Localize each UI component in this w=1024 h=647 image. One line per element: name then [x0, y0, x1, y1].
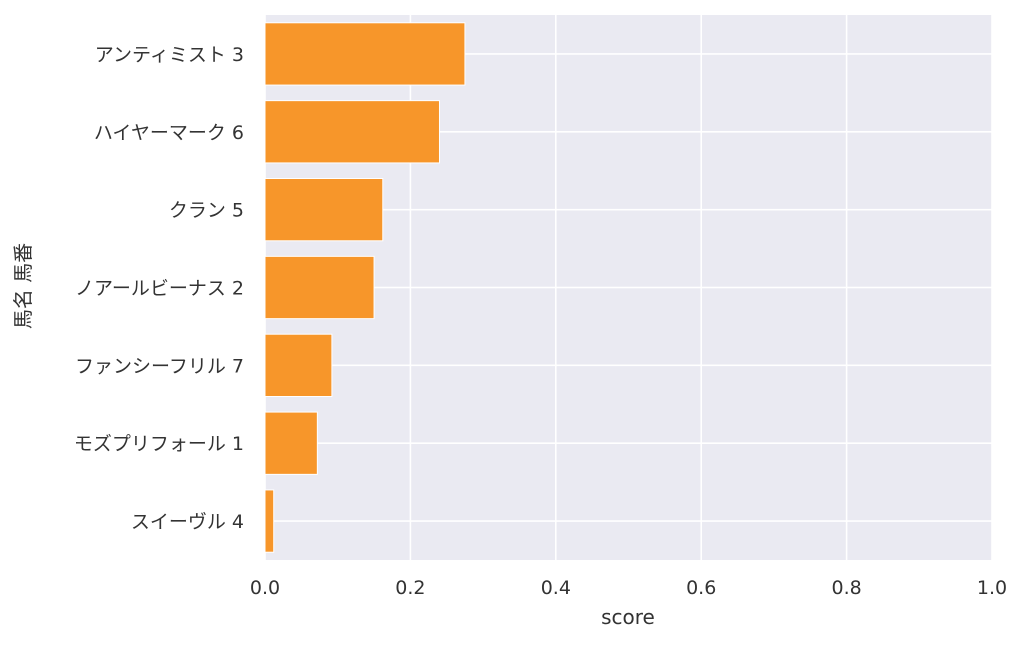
y-tick-label: ハイヤーマーク 6: [94, 122, 244, 144]
bar: [264, 255, 375, 320]
y-tick-label: モズプリフォール 1: [74, 433, 244, 455]
y-tick-label: ノアールビーナス 2: [75, 278, 244, 300]
y-tick-labels: アンティミスト 3 ハイヤーマーク 6 クラン 5 ノアールビーナス 2 ファンシーフリ…: [74, 44, 244, 533]
x-tick-label: 0.8: [831, 577, 861, 599]
bar: [264, 489, 275, 553]
x-tick-label: 0.6: [686, 577, 716, 599]
bar: [264, 22, 466, 86]
x-tick-label: 0.2: [395, 577, 425, 599]
x-tick-label: 1.0: [977, 577, 1007, 599]
x-tick-labels: 0.0 0.2 0.4 0.6 0.8 1.0: [250, 577, 1007, 599]
bar: [264, 100, 440, 164]
bar: [264, 411, 318, 475]
y-tick-label: ファンシーフリル 7: [75, 355, 244, 377]
bar: [264, 178, 384, 242]
y-tick-label: スイーヴル 4: [131, 511, 244, 533]
x-axis-label: score: [601, 605, 655, 629]
x-tick-label: 0.4: [541, 577, 571, 599]
bar: [264, 333, 333, 398]
y-axis-label: 馬名 馬番: [11, 243, 35, 329]
y-tick-label: アンティミスト 3: [95, 44, 244, 66]
bars: [264, 22, 466, 553]
x-tick-label: 0.0: [250, 577, 280, 599]
y-tick-label: クラン 5: [169, 200, 244, 222]
